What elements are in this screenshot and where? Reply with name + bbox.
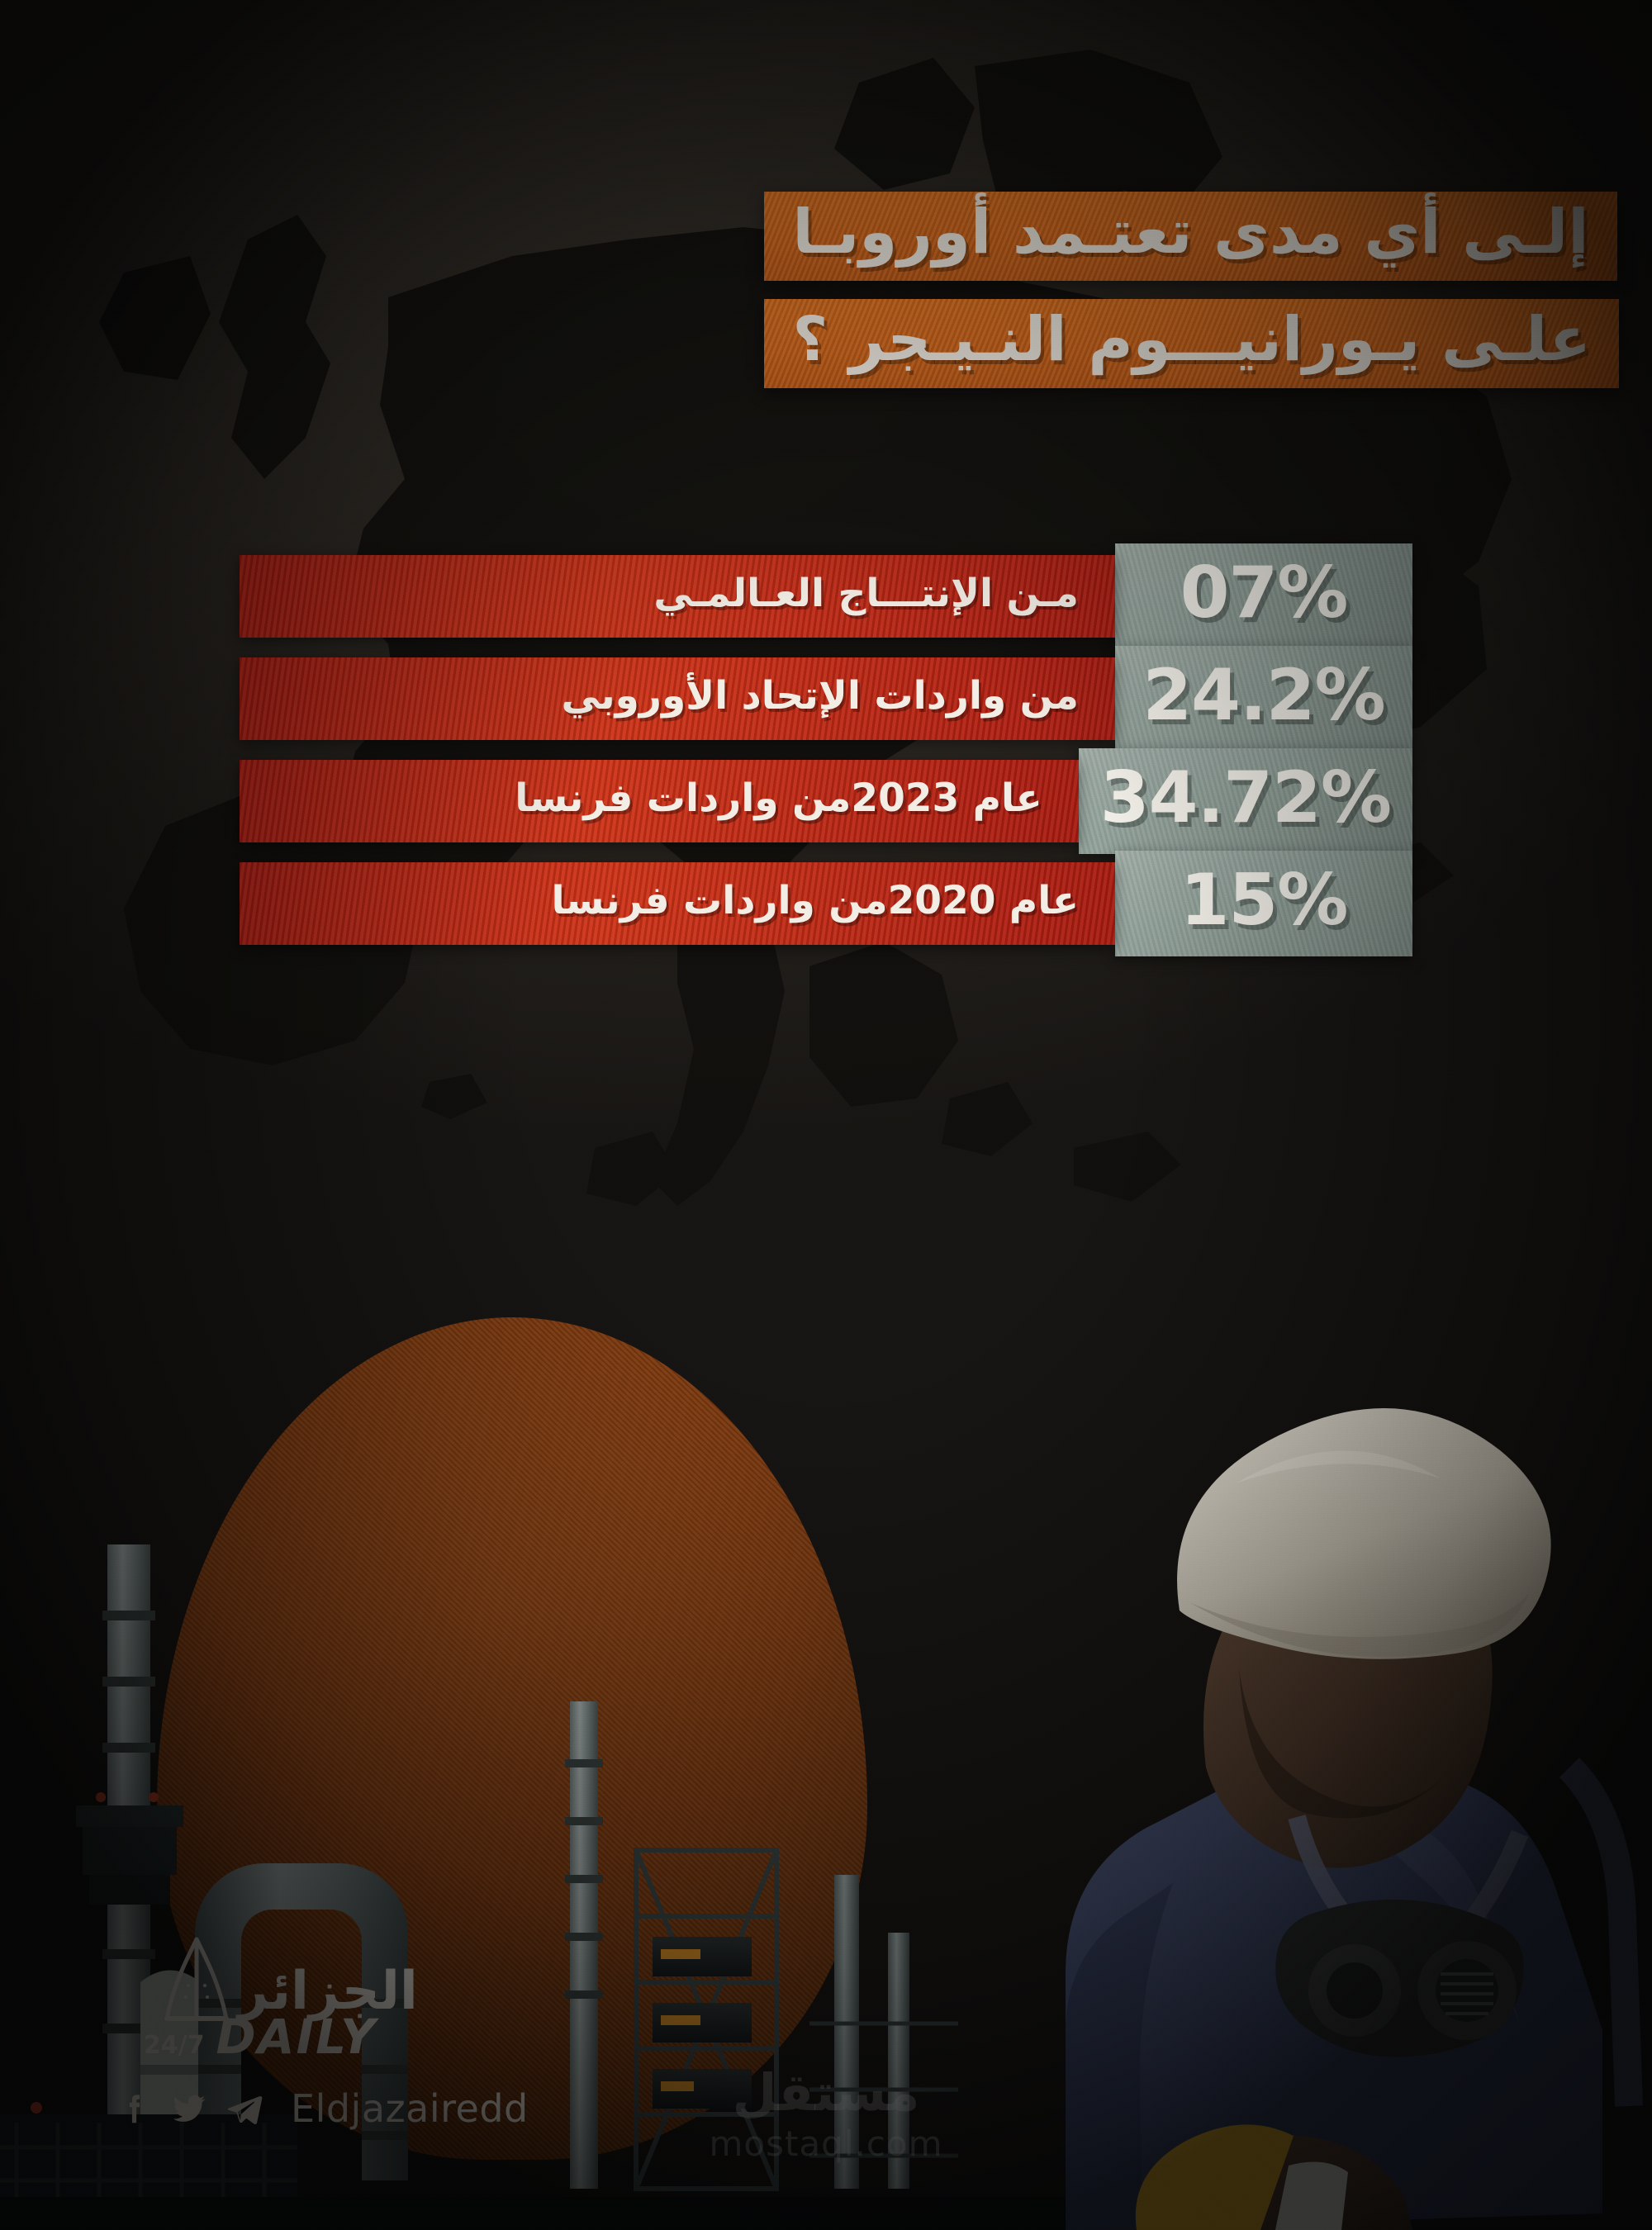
- stat-row: من واردات الإتحاد الأوروبي 24.2%: [240, 654, 1412, 740]
- facebook-icon[interactable]: [116, 2090, 154, 2128]
- stat-label: عام 2023من واردات فرنسا: [240, 760, 1079, 842]
- brand-logo: الجزائر 24/7: [116, 1926, 463, 2065]
- telegram-icon[interactable]: [225, 2090, 263, 2128]
- stat-label: عام 2020من واردات فرنسا: [240, 862, 1115, 945]
- stat-value: 07%: [1115, 543, 1412, 649]
- headline-line-1: إلـى أي مدى تعتـمد أوروبـا: [764, 192, 1616, 281]
- stat-row: عام 2023من واردات فرنسا 34.72%: [240, 757, 1412, 842]
- industrial-worker-photo: [942, 1338, 1652, 2230]
- brand-daily-label: DAILY: [216, 2009, 377, 2065]
- mostaql-domain: mostaql.com: [709, 2123, 943, 2164]
- stat-value: 34.72%: [1079, 748, 1412, 854]
- stat-row: عام 2020من واردات فرنسا 15%: [240, 859, 1412, 945]
- brand-arabic-row: الجزائر: [116, 1926, 463, 2021]
- stat-value: 15%: [1115, 851, 1412, 956]
- stat-row: مـن الإنتـــاج العـالمـي 07%: [240, 552, 1412, 638]
- stat-value: 24.2%: [1115, 646, 1412, 752]
- stat-label: مـن الإنتـــاج العـالمـي: [240, 555, 1115, 638]
- mostaql-arabic: مستقل: [732, 2062, 920, 2123]
- stat-label: من واردات الإتحاد الأوروبي: [240, 657, 1115, 740]
- twitter-icon[interactable]: [170, 2090, 208, 2128]
- mostaql-watermark: مستقل mostaql.com: [709, 2062, 943, 2165]
- brand-247-label: 24/7: [143, 2031, 205, 2060]
- social-handle: Eldjazairedd: [291, 2086, 529, 2131]
- stats-list: مـن الإنتـــاج العـالمـي 07% من واردات ا…: [0, 552, 1652, 945]
- maqam-echahid-monument-icon: [160, 1934, 233, 2025]
- social-bar: Eldjazairedd: [116, 2086, 529, 2131]
- headline-line-2: علـى يـورانيـــوم النـيـجر ؟: [764, 299, 1619, 388]
- headline-block: إلـى أي مدى تعتـمد أوروبـا علـى يـورانيـ…: [764, 192, 1619, 388]
